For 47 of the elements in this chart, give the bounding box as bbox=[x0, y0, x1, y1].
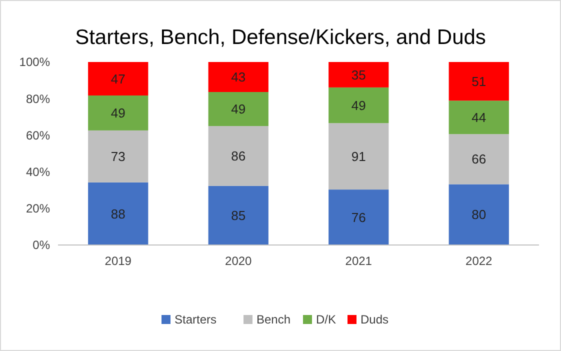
annotation: 80 bbox=[472, 207, 486, 222]
bar bbox=[448, 134, 509, 184]
x-tick-label: 2019 bbox=[104, 254, 132, 268]
y-tick-label: 80% bbox=[26, 92, 50, 106]
annotation: 66 bbox=[472, 152, 486, 167]
legend-label: Duds bbox=[360, 312, 389, 327]
x-tick-label: 2022 bbox=[466, 254, 493, 268]
y-tick-label: 40% bbox=[26, 165, 50, 179]
y-tick-label: 20% bbox=[26, 202, 50, 216]
bar bbox=[448, 100, 509, 134]
y-tick-label: 0% bbox=[32, 238, 50, 252]
bar bbox=[88, 95, 148, 130]
annotation: 44 bbox=[472, 110, 486, 125]
bar bbox=[88, 182, 148, 245]
x-tick-label: 2021 bbox=[345, 254, 372, 268]
legend-label: Starters bbox=[174, 312, 217, 327]
annotation: 73 bbox=[110, 148, 126, 164]
bar bbox=[88, 62, 148, 96]
x-tick-label: 2020 bbox=[225, 254, 252, 268]
bar bbox=[448, 62, 509, 101]
bar bbox=[208, 126, 268, 186]
legend-label: Bench bbox=[256, 312, 291, 327]
annotation: 47 bbox=[110, 71, 126, 86]
annotation: 76 bbox=[351, 210, 366, 225]
annotation: 49 bbox=[110, 106, 126, 121]
y-tick-label: 100% bbox=[19, 55, 50, 70]
bar bbox=[328, 62, 389, 88]
annotation: 43 bbox=[231, 70, 246, 85]
bar bbox=[88, 130, 148, 182]
bar bbox=[328, 190, 389, 245]
annotation: 49 bbox=[231, 102, 246, 117]
annotation: 85 bbox=[231, 208, 246, 223]
annotation: 86 bbox=[231, 148, 246, 164]
chart-title: Starters, Bench, Defense/Kickers, and Duds bbox=[75, 26, 486, 49]
annotation: 88 bbox=[110, 206, 126, 222]
bar bbox=[328, 123, 389, 190]
bar bbox=[208, 62, 268, 92]
bar bbox=[328, 87, 389, 124]
bar bbox=[448, 184, 509, 245]
bar bbox=[208, 92, 268, 126]
legend-label: D/K bbox=[316, 312, 336, 327]
y-tick-label: 60% bbox=[26, 128, 50, 142]
annotation: 91 bbox=[351, 148, 366, 164]
annotation: 49 bbox=[351, 98, 366, 113]
annotation: 35 bbox=[351, 67, 366, 82]
annotation: 51 bbox=[472, 74, 486, 89]
bar bbox=[208, 186, 268, 245]
